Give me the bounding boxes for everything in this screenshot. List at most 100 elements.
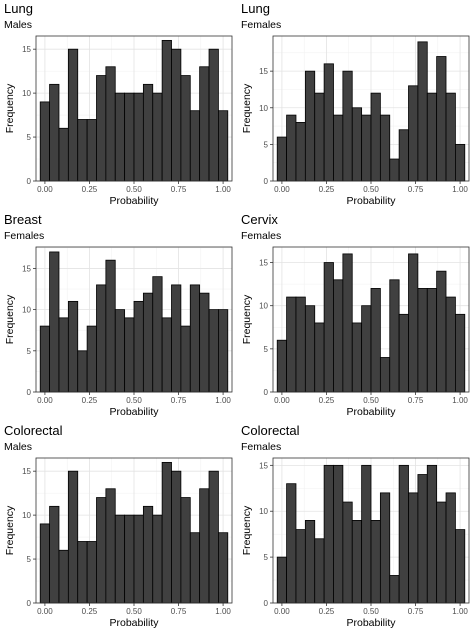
- panel-title: Cervix: [241, 212, 278, 227]
- histogram-bar: [67, 48, 79, 182]
- x-tick-label: 0.75: [171, 607, 187, 616]
- histogram-bar: [333, 279, 344, 393]
- histogram-bar: [436, 56, 447, 182]
- x-axis-label: Probability: [346, 406, 396, 418]
- x-tick-label: 0.00: [274, 396, 290, 405]
- x-tick-label: 0.50: [126, 185, 142, 194]
- panel-title: Colorectal: [241, 423, 300, 438]
- histogram-bar: [124, 92, 135, 182]
- y-tick-label: 15: [22, 45, 31, 54]
- histogram-bar: [342, 501, 353, 604]
- histogram-bar: [67, 470, 79, 604]
- x-tick-label: 1.00: [215, 396, 231, 405]
- histogram-bar: [426, 92, 438, 182]
- histogram-panel-colorectal-males: 0 5 10 15 0.00 0.25 0.50 0.75 1.00 Probability Fre…: [0, 422, 237, 632]
- histogram-bar: [77, 119, 88, 182]
- histogram-bar: [361, 114, 372, 182]
- histogram-bar: [161, 39, 172, 182]
- histogram-plot: 0 5 10 15 0.00 0.25 0.50 0.75 1.00 Probability Fre…: [4, 246, 233, 418]
- panel-subtitle: Males: [4, 441, 33, 453]
- histogram-bar: [370, 520, 381, 604]
- histogram-bar: [351, 107, 363, 182]
- histogram-bar: [379, 492, 391, 604]
- histogram-bar: [417, 41, 428, 182]
- histogram-bar: [389, 279, 400, 393]
- panel-title: Lung: [4, 1, 33, 16]
- histogram-bar: [171, 470, 182, 604]
- histogram-bar: [314, 322, 325, 393]
- y-tick-label: 0: [27, 599, 32, 608]
- x-tick-label: 1.00: [452, 607, 468, 616]
- histogram-bar: [105, 259, 116, 393]
- panel-subtitle: Females: [241, 230, 282, 242]
- histogram-bar: [445, 296, 456, 393]
- histogram-bar: [408, 85, 419, 182]
- histogram-bar: [455, 143, 466, 182]
- y-tick-label: 0: [264, 599, 269, 608]
- x-tick-label: 1.00: [452, 396, 468, 405]
- y-tick-label: 5: [264, 553, 269, 562]
- x-axis-label: Probability: [109, 406, 159, 418]
- y-tick-label: 0: [27, 388, 32, 397]
- histogram-bar: [142, 505, 154, 604]
- histogram-bar: [323, 262, 334, 393]
- y-tick-label: 15: [259, 259, 268, 268]
- histogram-bar: [436, 270, 447, 393]
- histogram-bar: [152, 514, 163, 604]
- histogram-bar: [370, 92, 381, 182]
- histogram-bar: [398, 313, 409, 393]
- histogram-plot: 0 5 10 15 0.00 0.25 0.50 0.75 1.00 Probability Fre…: [241, 35, 470, 207]
- histogram-bar: [199, 292, 210, 393]
- histogram-bar: [77, 350, 88, 393]
- panel-subtitle: Females: [241, 19, 282, 31]
- histogram-bar: [189, 532, 201, 604]
- histogram-bar: [58, 127, 69, 182]
- histogram-bar: [361, 305, 372, 393]
- histogram-bar: [86, 119, 97, 182]
- y-tick-label: 15: [22, 467, 31, 476]
- histogram-bar: [133, 92, 144, 182]
- y-tick-label: 5: [264, 140, 269, 149]
- y-tick-label: 10: [22, 306, 31, 315]
- histogram-bar: [96, 75, 107, 182]
- histogram-bar: [199, 488, 210, 604]
- y-tick-label: 10: [259, 302, 268, 311]
- histogram-plot: 0 5 10 15 0.00 0.25 0.50 0.75 1.00 Probability Fre…: [241, 457, 470, 629]
- x-tick-label: 0.25: [319, 185, 335, 194]
- x-tick-label: 1.00: [452, 185, 468, 194]
- histogram-bar: [161, 461, 172, 604]
- histogram-bar: [49, 505, 60, 604]
- histogram-panel-lung-females: 0 5 10 15 0.00 0.25 0.50 0.75 1.00 Probability Fre…: [237, 0, 474, 210]
- histogram-bar: [389, 575, 400, 604]
- histogram-bar: [189, 110, 201, 182]
- histogram-bar: [379, 357, 391, 393]
- histogram-bar: [218, 110, 229, 182]
- histogram-bar: [67, 300, 79, 393]
- y-tick-label: 10: [259, 507, 268, 516]
- y-axis-label: Frequency: [241, 83, 253, 133]
- y-tick-label: 15: [259, 461, 268, 470]
- x-tick-label: 0.75: [171, 185, 187, 194]
- panel-subtitle: Females: [241, 441, 282, 453]
- histogram-bar: [180, 325, 191, 393]
- histogram-panel-lung-males: 0 5 10 15 0.00 0.25 0.50 0.75 1.00 Probability Fre…: [0, 0, 237, 210]
- y-axis-label: Frequency: [4, 83, 16, 133]
- y-tick-label: 10: [22, 511, 31, 520]
- histogram-bar: [152, 92, 163, 182]
- histogram-bar: [342, 253, 353, 393]
- histogram-bar: [133, 514, 144, 604]
- histogram-bar: [379, 114, 391, 182]
- histogram-bar: [180, 497, 191, 604]
- histogram-bar: [295, 296, 306, 393]
- histogram-bar: [333, 464, 344, 604]
- histogram-bar: [417, 288, 428, 393]
- histogram-bar: [286, 114, 297, 182]
- x-axis-label: Probability: [109, 617, 159, 629]
- histogram-panel-cervix-females: 0 5 10 15 0.00 0.25 0.50 0.75 1.00 Probability Fre…: [237, 211, 474, 421]
- x-tick-label: 0.00: [274, 607, 290, 616]
- histogram-bar: [323, 464, 334, 604]
- histogram-bar: [398, 464, 409, 604]
- histogram-bar: [208, 309, 219, 393]
- y-tick-label: 10: [22, 89, 31, 98]
